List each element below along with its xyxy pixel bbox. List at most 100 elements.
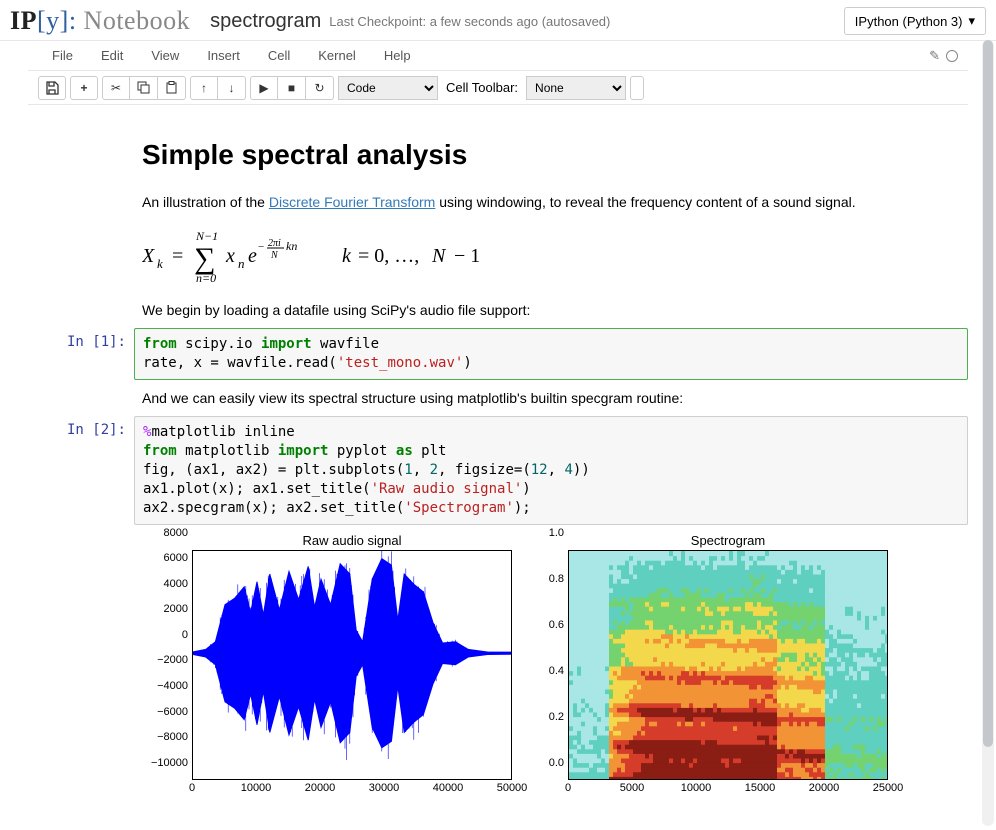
mode-indicator: ✎ xyxy=(929,48,958,64)
svg-text:= 0, …,: = 0, …, xyxy=(358,245,419,267)
x-tick: 20000 xyxy=(809,782,840,794)
save-button[interactable] xyxy=(38,76,66,100)
logo-ip: IP xyxy=(10,6,37,35)
intro-paragraph: An illustration of the Discrete Fourier … xyxy=(142,192,962,212)
toolbar: + ✂ ↑ ↓ ▶ ■ ↻ Code Cell Toolbar: None xyxy=(28,71,968,105)
kernel-selector[interactable]: IPython (Python 3) ▾ xyxy=(844,7,986,35)
x-tick: 30000 xyxy=(369,782,400,794)
y-tick: 8000 xyxy=(142,527,188,539)
y-tick: 0.4 xyxy=(518,665,564,677)
notebook-name[interactable]: spectrogram xyxy=(210,10,321,33)
menu-insert[interactable]: Insert xyxy=(193,42,254,69)
output-area: Raw audio signal −10000 −8000 −6000 −4000 −2… xyxy=(142,533,968,780)
menu-file[interactable]: File xyxy=(38,42,87,69)
notebook-container: Simple spectral analysis An illustration… xyxy=(0,105,996,820)
svg-text:X: X xyxy=(142,245,155,267)
svg-text:kn: kn xyxy=(286,239,297,253)
cut-button[interactable]: ✂ xyxy=(102,76,130,100)
move-up-button[interactable]: ↑ xyxy=(190,76,218,100)
stop-button[interactable]: ■ xyxy=(278,76,306,100)
svg-text:n: n xyxy=(238,256,245,271)
svg-text:=: = xyxy=(172,245,183,267)
menu-view[interactable]: View xyxy=(137,42,193,69)
add-cell-button[interactable]: + xyxy=(70,76,98,100)
y-tick: −10000 xyxy=(142,757,188,769)
y-tick: −4000 xyxy=(142,680,188,692)
kernel-idle-icon xyxy=(946,50,958,62)
chart-title: Spectrogram xyxy=(568,533,888,548)
specgram-paragraph: And we can easily view its spectral stru… xyxy=(142,388,962,408)
y-tick: −8000 xyxy=(142,731,188,743)
edit-mode-icon: ✎ xyxy=(929,48,940,64)
copy-button[interactable] xyxy=(130,76,158,100)
in-prompt: In [1]: xyxy=(14,328,134,350)
svg-text:x: x xyxy=(225,245,235,267)
in-prompt: In [2]: xyxy=(14,416,134,438)
move-down-button[interactable]: ↓ xyxy=(218,76,246,100)
header: IP[y]: Notebook spectrogram Last Checkpo… xyxy=(0,0,996,41)
y-tick: 6000 xyxy=(142,552,188,564)
svg-text:−: − xyxy=(258,241,264,253)
scrollbar-thumb[interactable] xyxy=(983,40,993,747)
checkpoint-status: Last Checkpoint: a few seconds ago (auto… xyxy=(329,14,610,29)
svg-text:N−1: N−1 xyxy=(195,229,218,243)
load-paragraph: We begin by loading a datafile using Sci… xyxy=(142,300,962,320)
menu-edit[interactable]: Edit xyxy=(87,42,137,69)
code-input[interactable]: from scipy.io import wavfile rate, x = w… xyxy=(134,328,968,380)
svg-text:N: N xyxy=(431,245,447,267)
y-tick: −6000 xyxy=(142,706,188,718)
page-title: Simple spectral analysis xyxy=(142,135,962,176)
markdown-cell[interactable]: Simple spectral analysis An illustration… xyxy=(14,135,982,320)
x-tick: 10000 xyxy=(241,782,272,794)
y-tick: 0.2 xyxy=(518,711,564,723)
svg-text:k: k xyxy=(342,245,352,267)
cell-type-select[interactable]: Code xyxy=(338,76,438,100)
paste-button[interactable] xyxy=(158,76,186,100)
x-tick: 15000 xyxy=(745,782,776,794)
restart-button[interactable]: ↻ xyxy=(306,76,334,100)
y-tick: 2000 xyxy=(142,603,188,615)
y-tick: 0.6 xyxy=(518,619,564,631)
menubar: File Edit View Insert Cell Kernel Help ✎ xyxy=(28,41,968,71)
svg-text:n=0: n=0 xyxy=(196,271,216,284)
x-tick: 50000 xyxy=(497,782,528,794)
menu-kernel[interactable]: Kernel xyxy=(304,42,370,69)
logo: IP[y]: Notebook xyxy=(10,6,190,36)
toolbar-extra-button[interactable] xyxy=(630,76,644,100)
chart-title: Raw audio signal xyxy=(192,533,512,548)
chart-spectrogram: Spectrogram 0.00.20.40.60.81.0 050001000… xyxy=(568,533,888,780)
x-tick: 0 xyxy=(565,782,571,794)
menu-help[interactable]: Help xyxy=(370,42,425,69)
cell-toolbar-select[interactable]: None xyxy=(526,76,626,100)
caret-down-icon: ▾ xyxy=(968,13,975,29)
logo-notebook: Notebook xyxy=(77,6,191,35)
x-tick: 25000 xyxy=(873,782,904,794)
code-cell-2[interactable]: In [2]: %matplotlib inline from matplotl… xyxy=(14,416,982,524)
kernel-selector-label: IPython (Python 3) xyxy=(855,14,963,29)
svg-text:k: k xyxy=(157,256,163,271)
code-input[interactable]: %matplotlib inline from matplotlib impor… xyxy=(134,416,968,524)
x-tick: 10000 xyxy=(681,782,712,794)
y-tick: 4000 xyxy=(142,578,188,590)
y-tick: 1.0 xyxy=(518,527,564,539)
y-tick: 0 xyxy=(142,629,188,641)
svg-text:N: N xyxy=(270,250,279,261)
run-button[interactable]: ▶ xyxy=(250,76,278,100)
menu-cell[interactable]: Cell xyxy=(254,42,304,69)
x-tick: 20000 xyxy=(305,782,336,794)
y-tick: −2000 xyxy=(142,654,188,666)
y-tick: 0.0 xyxy=(518,757,564,769)
x-tick: 0 xyxy=(189,782,195,794)
cell-toolbar-label: Cell Toolbar: xyxy=(446,80,518,95)
dft-equation: X k = N−1 ∑ n=0 x n e − 2πi N kn k = 0, … xyxy=(142,228,962,284)
x-tick: 5000 xyxy=(620,782,644,794)
dft-link[interactable]: Discrete Fourier Transform xyxy=(269,194,435,210)
x-tick: 40000 xyxy=(433,782,464,794)
markdown-cell[interactable]: And we can easily view its spectral stru… xyxy=(14,388,982,408)
scrollbar[interactable] xyxy=(982,40,994,826)
logo-bracket: [y]: xyxy=(37,6,77,35)
svg-text:e: e xyxy=(248,245,257,267)
chart-raw-audio: Raw audio signal −10000−8000−6000−4000−2… xyxy=(192,533,512,780)
code-cell-1[interactable]: In [1]: from scipy.io import wavfile rat… xyxy=(14,328,982,380)
svg-text:− 1: − 1 xyxy=(454,245,480,267)
